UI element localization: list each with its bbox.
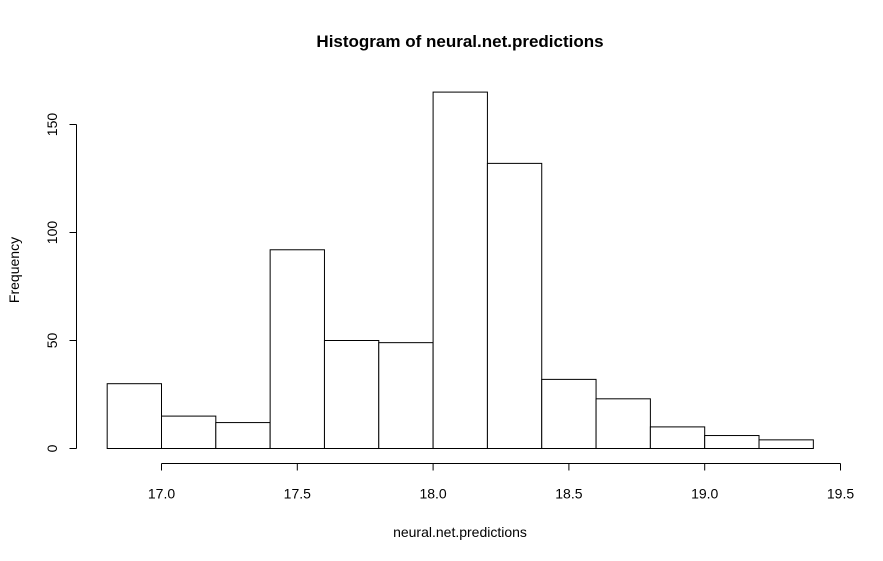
histogram-bar (649, 426, 706, 449)
histogram-bar (595, 398, 651, 450)
y-axis: 0 50 100 150 (44, 113, 77, 452)
histogram-bar (432, 91, 488, 449)
x-tick-label: 18.5 (555, 486, 582, 502)
chart-title: Histogram of neural.net.predictions (316, 32, 603, 51)
y-tick-label: 100 (44, 221, 60, 245)
histogram-bar (215, 422, 271, 449)
y-tick-label: 150 (44, 113, 60, 137)
x-axis-label: neural.net.predictions (393, 524, 527, 540)
histogram-bar (704, 435, 760, 450)
bars-group (106, 91, 814, 450)
histogram-bar (106, 383, 162, 450)
histogram-bar (486, 162, 543, 449)
y-tick-label: 50 (44, 333, 60, 349)
x-tick-label: 17.0 (148, 486, 175, 502)
histogram-bar (161, 415, 217, 450)
x-tick-label: 18.0 (419, 486, 446, 502)
histogram-bar (758, 439, 814, 449)
histogram-bar (378, 342, 434, 449)
y-axis-label: Frequency (6, 237, 22, 303)
x-axis: 17.0 17.5 18.0 18.5 19.0 19.5 (148, 463, 854, 502)
x-tick-label: 17.5 (284, 486, 311, 502)
histogram-bar (541, 378, 597, 450)
x-tick-label: 19.5 (827, 486, 854, 502)
y-tick-label: 0 (44, 444, 60, 452)
histogram-bar (269, 249, 325, 449)
histogram-bar (323, 340, 380, 449)
x-tick-label: 19.0 (691, 486, 718, 502)
